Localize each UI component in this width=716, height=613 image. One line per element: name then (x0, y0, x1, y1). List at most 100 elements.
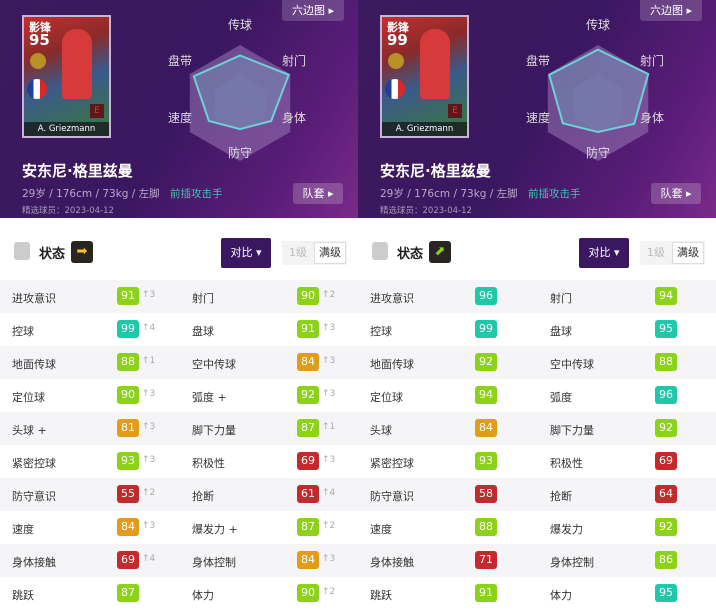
stat-value: 88 (655, 353, 677, 371)
stat-row: 紧密控球 93 积极性 69 (358, 445, 716, 478)
compare-label: 对比 (230, 246, 253, 259)
team-button[interactable]: 队套 ▸ (651, 183, 701, 204)
hexagon-button-label: 六边图 (291, 4, 325, 17)
stat-label: 防守意识 (12, 490, 56, 503)
stat-label: 控球 (12, 325, 34, 338)
card-type-icon: E (90, 104, 104, 118)
stat-row: 地面传球 88 ↑1 空中传球 84 ↑3 (0, 346, 358, 379)
radar-player-shape (548, 48, 650, 134)
player-header: 影锋 95 E A. Griezmann 六边图 ▸ 传球 射门 身体 防守 速度 盘带 … (0, 0, 358, 218)
stat-label: 地面传球 (370, 358, 414, 371)
level-1-button[interactable]: 1级 (289, 246, 307, 259)
radar-label: 射门 (282, 54, 307, 68)
stat-increase: ↑3 (142, 422, 156, 432)
stat-value: 95 (655, 320, 677, 338)
card-position: 影锋 (387, 21, 409, 34)
radar-label: 身体 (282, 111, 307, 125)
stat-row: 控球 99 ↑4 盘球 91 ↑3 (0, 313, 358, 346)
stat-label: 抢断 (550, 490, 572, 503)
stat-label: 爆发力 + (192, 523, 238, 536)
stat-row: 头球 + 81 ↑3 脚下力量 87 ↑1 (0, 412, 358, 445)
player-info: 29岁 / 176cm / 73kg / 左脚 (380, 188, 518, 200)
stat-increase: ↑2 (142, 488, 156, 498)
club-badge-icon (388, 53, 404, 69)
compare-dropdown[interactable]: 对比 ▾ (579, 238, 629, 268)
stat-value: 91 (297, 320, 319, 338)
stats-table: 进攻意识 96 射门 94 控球 99 盘球 95 地面传球 92 空中传球 8… (358, 280, 716, 610)
stat-row: 防守意识 58 抢断 64 (358, 478, 716, 511)
stat-label: 空中传球 (550, 358, 594, 371)
team-button-label: 队套 (302, 187, 325, 200)
stat-label: 进攻意识 (370, 292, 414, 305)
stats-table: 进攻意识 91 ↑3 射门 90 ↑2 控球 99 ↑4 盘球 91 ↑3 地面传球 8… (0, 280, 358, 610)
stat-label: 爆发力 (550, 523, 583, 536)
stat-label: 速度 (370, 523, 392, 536)
stat-row: 跳跃 87 体力 90 ↑2 (0, 577, 358, 610)
stat-increase: ↑3 (322, 323, 336, 333)
player-card[interactable]: 影锋 99 E A. Griezmann (380, 15, 469, 138)
level-1-button[interactable]: 1级 (647, 246, 665, 259)
stat-label: 抢断 (192, 490, 214, 503)
stat-label: 弧度 (550, 391, 572, 404)
hexagon-button[interactable]: 六边图 ▸ (640, 0, 702, 21)
stat-label: 体力 (192, 589, 214, 602)
stat-value: 84 (297, 353, 319, 371)
stat-label: 射门 (192, 292, 214, 305)
stat-increase: ↑3 (322, 389, 336, 399)
stat-row: 定位球 94 弧度 96 (358, 379, 716, 412)
team-button-label: 队套 (660, 187, 683, 200)
stat-value: 95 (655, 584, 677, 602)
stat-label: 跳跃 (12, 589, 34, 602)
stat-label: 紧密控球 (370, 457, 414, 470)
player-panel: 影锋 99 E A. Griezmann 六边图 ▸ 传球 射门 身体 防守 速度 盘带 … (358, 0, 716, 613)
level-max-button[interactable]: 满级 (672, 242, 704, 264)
team-button[interactable]: 队套 ▸ (293, 183, 343, 204)
stat-value: 94 (655, 287, 677, 305)
player-card[interactable]: 影锋 95 E A. Griezmann (22, 15, 111, 138)
stat-label: 射门 (550, 292, 572, 305)
stat-label: 空中传球 (192, 358, 236, 371)
stat-row: 速度 88 爆发力 92 (358, 511, 716, 544)
stat-value: 86 (655, 551, 677, 569)
stat-label: 地面传球 (12, 358, 56, 371)
stat-increase: ↑3 (142, 521, 156, 531)
stat-label: 定位球 (370, 391, 403, 404)
stat-value: 87 (117, 584, 139, 602)
status-label: 状态 (39, 247, 66, 262)
level-max-button[interactable]: 满级 (314, 242, 346, 264)
stat-increase: ↑3 (322, 455, 336, 465)
radar-label: 防守 (586, 146, 611, 160)
arrow-right-icon[interactable]: ➡ (71, 241, 93, 263)
radar-label: 防守 (228, 146, 253, 160)
card-type-icon: E (448, 104, 462, 118)
stat-row: 定位球 90 ↑3 弧度 + 92 ↑3 (0, 379, 358, 412)
stat-value: 87 (297, 419, 319, 437)
stat-label: 盘球 (192, 325, 214, 338)
card-rating: 99 (387, 31, 408, 49)
player-name: 安东尼·格里兹曼 (380, 162, 491, 180)
stat-increase: ↑4 (142, 323, 156, 333)
stat-value: 81 (117, 419, 139, 437)
hexagon-button[interactable]: 六边图 ▸ (282, 0, 344, 21)
stat-value: 96 (475, 287, 497, 305)
card-name: A. Griezmann (382, 122, 467, 136)
status-icon (14, 242, 30, 260)
arrow-up-right-icon[interactable]: ⬈ (429, 241, 451, 263)
player-name: 安东尼·格里兹曼 (22, 162, 133, 180)
france-flag-icon (385, 79, 405, 99)
stat-value: 92 (655, 419, 677, 437)
stat-increase: ↑2 (322, 587, 336, 597)
radar-label: 传球 (228, 18, 253, 32)
stat-value: 88 (117, 353, 139, 371)
stat-value: 58 (475, 485, 497, 503)
compare-dropdown[interactable]: 对比 ▾ (221, 238, 271, 268)
stat-value: 99 (475, 320, 497, 338)
stat-label: 体力 (550, 589, 572, 602)
radar-label: 身体 (640, 111, 665, 125)
stat-increase: ↑4 (142, 554, 156, 564)
player-date: 精选球员：2023-04-12 (22, 206, 114, 216)
stat-label: 身体接触 (370, 556, 414, 569)
stat-increase: ↑3 (322, 554, 336, 564)
stat-increase: ↑3 (142, 389, 156, 399)
status-bar: 状态 ➡ 对比 ▾ 1级 满级 (0, 230, 358, 275)
